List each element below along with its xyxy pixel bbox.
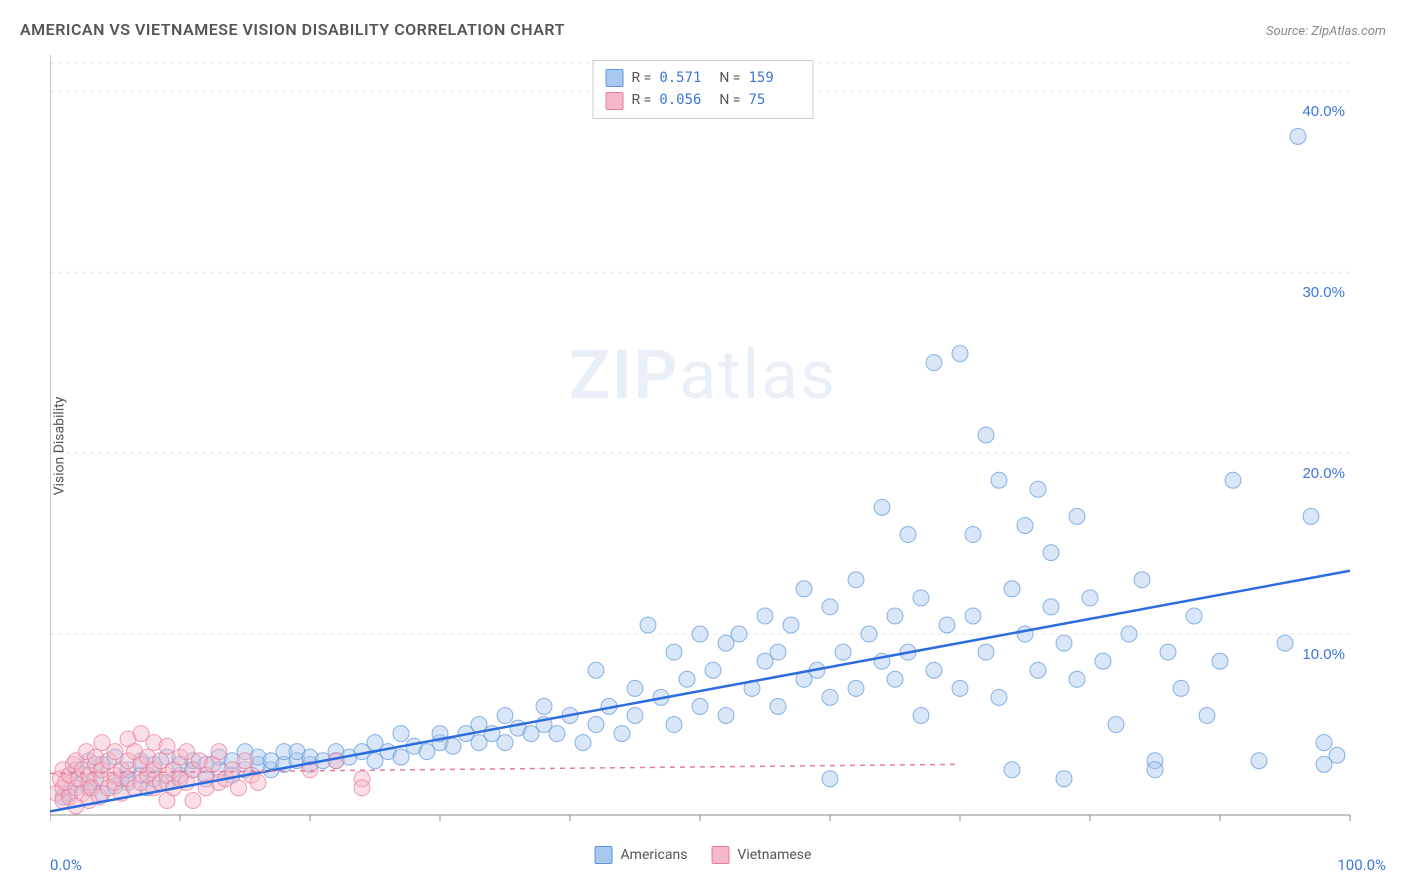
swatch-americans bbox=[606, 69, 624, 87]
svg-text:40.0%: 40.0% bbox=[1302, 103, 1345, 120]
legend-row-vietnamese: R = 0.056 N = 75 bbox=[606, 89, 801, 111]
chart-title: AMERICAN VS VIETNAMESE VISION DISABILITY… bbox=[20, 20, 565, 39]
swatch-vietnamese bbox=[606, 92, 624, 110]
x-axis-max-label: 100.0% bbox=[1337, 856, 1386, 874]
svg-text:10.0%: 10.0% bbox=[1302, 646, 1345, 663]
source-attribution: Source: ZipAtlas.com bbox=[1266, 24, 1386, 39]
svg-text:20.0%: 20.0% bbox=[1302, 465, 1345, 482]
scatter-plot: 10.0% 20.0% 30.0% 40.0% bbox=[50, 55, 1390, 845]
svg-text:30.0%: 30.0% bbox=[1302, 284, 1345, 301]
legend-item-vietnamese: Vietnamese bbox=[711, 846, 811, 864]
x-axis-min-label: 0.0% bbox=[50, 856, 82, 874]
legend-row-americans: R = 0.571 N = 159 bbox=[606, 67, 801, 89]
legend-item-americans: Americans bbox=[595, 846, 688, 864]
series-legend: Americans Vietnamese bbox=[595, 846, 812, 864]
correlation-legend: R = 0.571 N = 159 R = 0.056 N = 75 bbox=[593, 60, 814, 119]
